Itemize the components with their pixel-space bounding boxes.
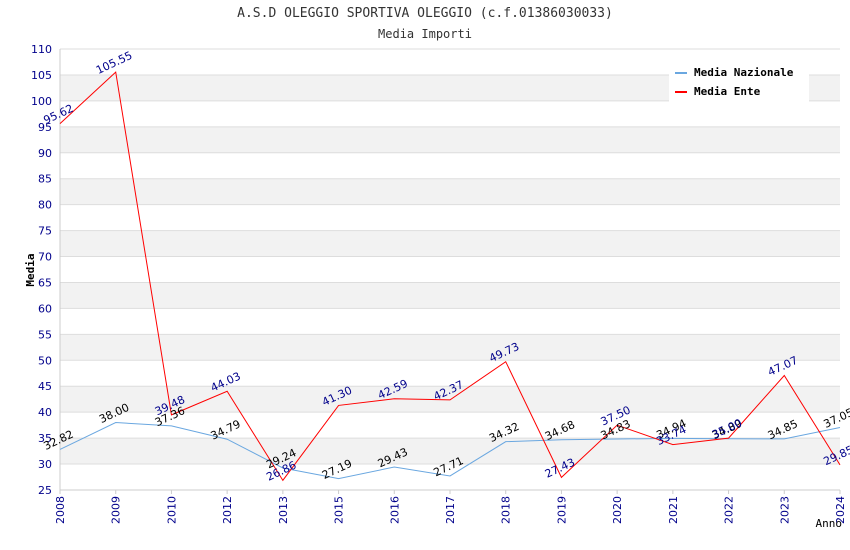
x-tick-label: 2024 [834, 496, 847, 524]
x-tick-label: 2012 [221, 496, 234, 524]
x-tick-label: 2013 [277, 496, 290, 524]
y-tick-label: 35 [38, 432, 52, 445]
y-tick-label: 80 [38, 199, 52, 212]
y-tick-label: 100 [31, 95, 52, 108]
y-tick-label: 105 [31, 69, 52, 82]
x-tick-label: 2022 [723, 496, 736, 524]
grid-band [60, 178, 840, 205]
chart-subtitle: Media Importi [378, 27, 472, 41]
y-tick-label: 40 [38, 406, 52, 419]
x-tick-label: 2018 [500, 496, 513, 524]
y-tick-label: 70 [38, 251, 52, 264]
y-tick-label: 95 [38, 121, 52, 134]
chart-title: A.S.D OLEGGIO SPORTIVA OLEGGIO (c.f.0138… [237, 6, 613, 21]
x-tick-label: 2010 [165, 496, 178, 524]
x-tick-label: 2009 [110, 496, 123, 524]
y-tick-label: 85 [38, 173, 52, 186]
grid-band [60, 334, 840, 361]
y-tick-label: 75 [38, 225, 52, 238]
x-tick-label: 2021 [667, 496, 680, 524]
y-tick-label: 50 [38, 354, 52, 367]
x-axis-label: Anno [816, 517, 843, 530]
x-tick-label: 2015 [333, 496, 346, 524]
x-tick-label: 2020 [611, 496, 624, 524]
y-axis-label: Media [24, 253, 37, 286]
x-tick-label: 2008 [54, 496, 67, 524]
grid-band [60, 230, 840, 257]
x-tick-label: 2019 [555, 496, 568, 524]
legend-box [669, 58, 809, 102]
y-tick-label: 90 [38, 147, 52, 160]
legend-label-0: Media Nazionale [694, 66, 794, 79]
grid-band [60, 126, 840, 153]
legend-label-1: Media Ente [694, 85, 761, 98]
y-tick-label: 60 [38, 302, 52, 315]
x-tick-label: 2017 [444, 496, 457, 524]
y-tick-label: 55 [38, 328, 52, 341]
series-line-0 [59, 422, 841, 480]
x-tick-label: 2023 [778, 496, 791, 524]
grid-band [60, 282, 840, 309]
y-tick-label: 45 [38, 380, 52, 393]
y-tick-label: 65 [38, 276, 52, 289]
grid-band [60, 386, 840, 413]
series-line-1 [59, 71, 841, 482]
y-tick-label: 110 [31, 43, 52, 56]
y-tick-label: 25 [38, 484, 52, 497]
y-tick-label: 30 [38, 458, 52, 471]
grid-band [60, 438, 840, 465]
data-label: 105.55 [94, 49, 134, 77]
x-tick-label: 2016 [388, 496, 401, 524]
